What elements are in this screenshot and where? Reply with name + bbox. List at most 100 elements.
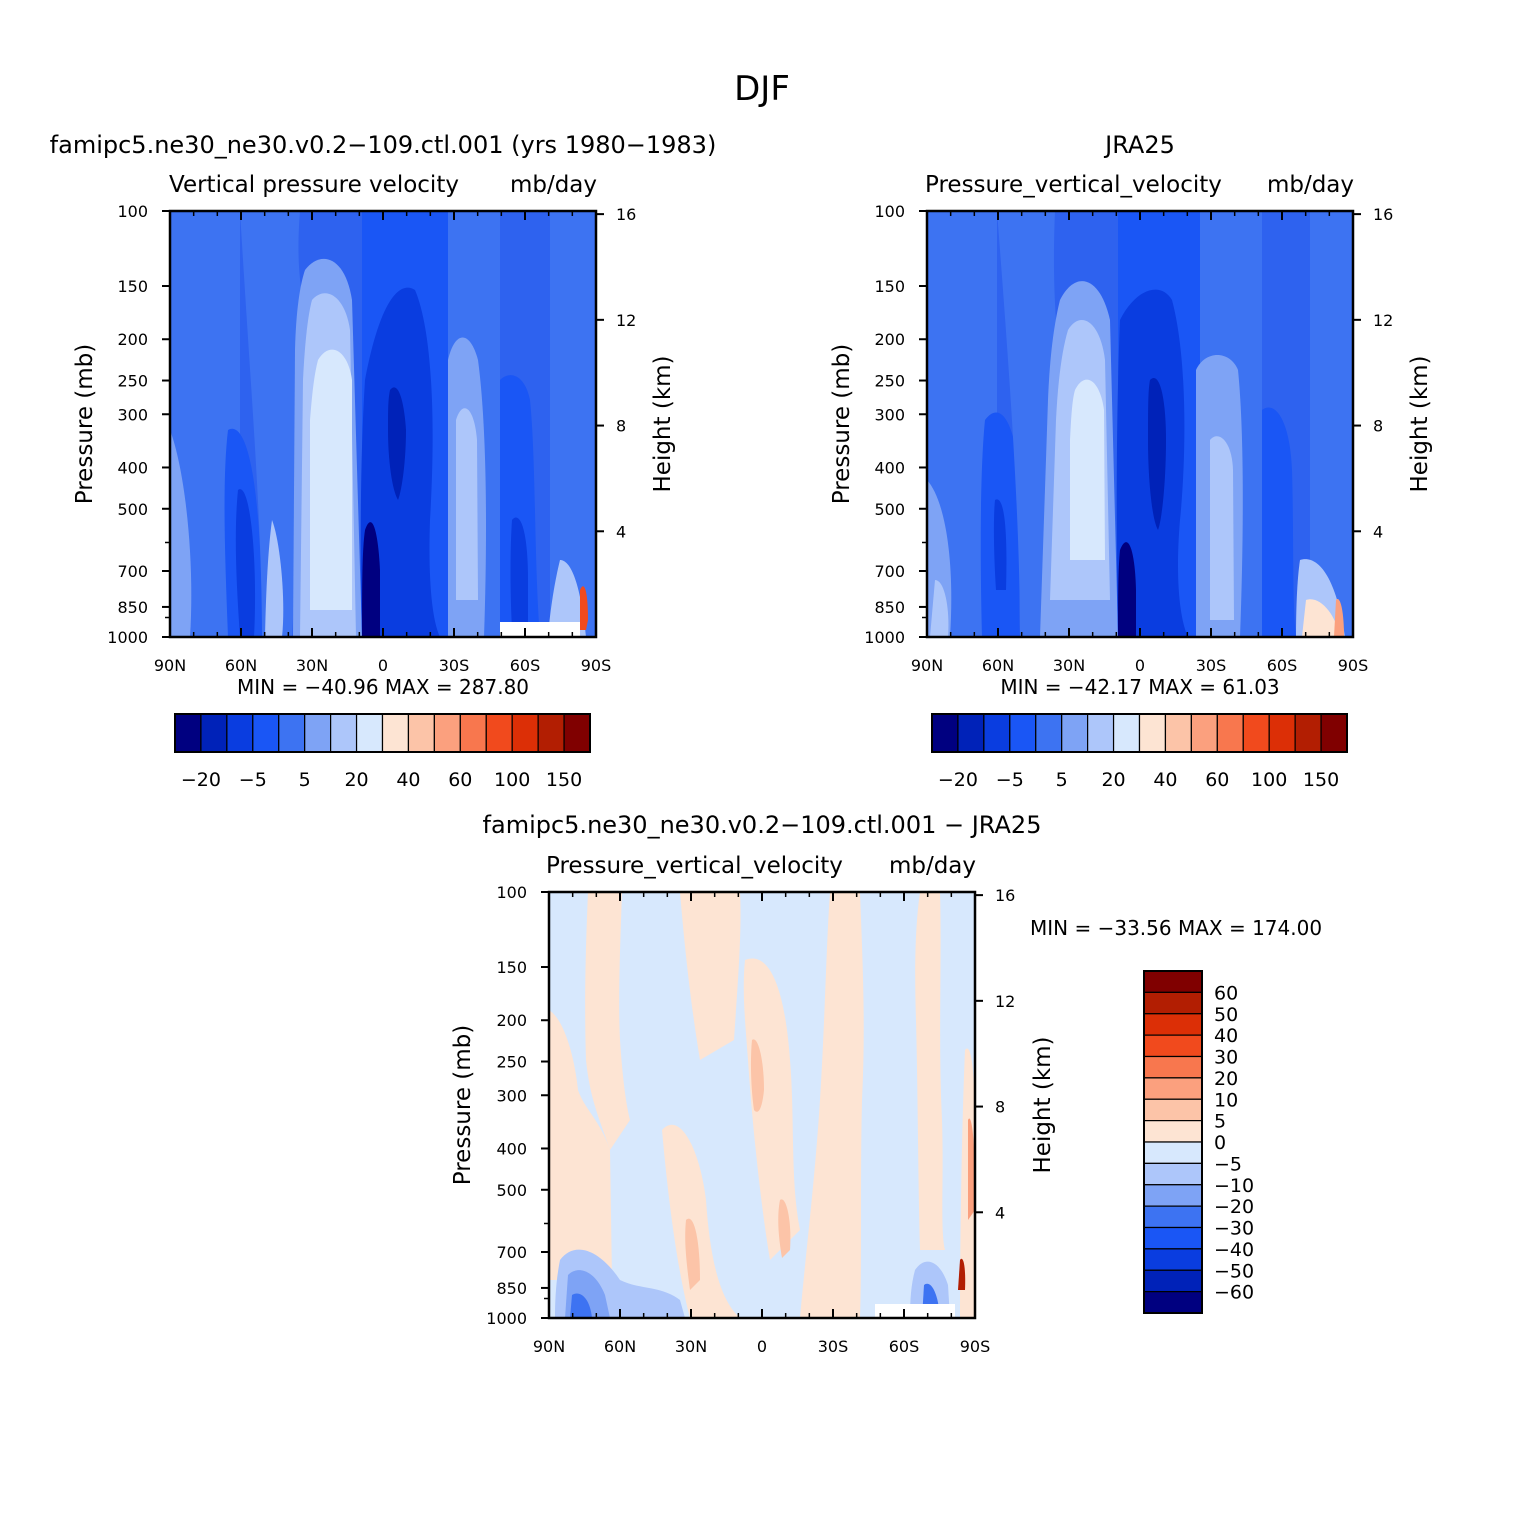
x-tick-label: 0 <box>378 656 388 675</box>
colorbar-label: −20 <box>181 769 221 791</box>
colorbar-label: 0 <box>1214 1132 1226 1154</box>
colorbar-box <box>485 713 513 753</box>
panel-diff-y2label: Height (km) <box>1030 1036 1056 1173</box>
y-tick-label: 700 <box>874 562 905 581</box>
contour-fill <box>662 1124 740 1318</box>
panel-diff-subtitle-right: mb/day <box>889 853 976 879</box>
colorbar-box <box>1143 1205 1203 1229</box>
x-tick-label: 60S <box>889 1337 920 1356</box>
figure-title: DJF <box>734 69 790 109</box>
colorbar-frame <box>174 713 591 753</box>
y-tick-label: 250 <box>117 372 148 391</box>
y-tick-label: 100 <box>496 883 527 902</box>
y-tick-label: 700 <box>496 1243 527 1262</box>
axes-diff: 100 150 200 250 300 400 500 700 850 1000 4 8 12 16 90N… <box>486 883 1015 1356</box>
colorbar-label: 30 <box>1214 1047 1238 1069</box>
contour-fill <box>960 1048 975 1318</box>
axes-model: 100 150 200 250 300 400 500 700 850 1000 4 8 12 16 90N… <box>107 202 636 675</box>
contour-fill <box>510 517 528 630</box>
y2-tick-label: 4 <box>1373 522 1383 541</box>
x-tick-label: 30S <box>818 1337 849 1356</box>
contour-fill <box>1302 599 1340 637</box>
colorbar-box <box>304 713 332 753</box>
colorbar-label: −60 <box>1214 1282 1254 1304</box>
panel-diff-title: famipc5.ne30_ne30.v0.2−109.ctl.001 − JRA… <box>483 811 1042 839</box>
contour-fill <box>388 387 406 500</box>
plot-area-obs <box>925 209 1355 639</box>
panel-model-minmax: MIN = −40.96 MAX = 287.80 <box>237 675 529 699</box>
y-tick-label: 200 <box>117 330 148 349</box>
x-tick-label: 0 <box>757 1337 767 1356</box>
y2-tick-label: 16 <box>995 886 1015 905</box>
x-tick-label: 90N <box>911 656 943 675</box>
colorbar-box <box>1143 970 1203 993</box>
colorbar-box <box>252 713 280 753</box>
contour-fill <box>1262 407 1296 637</box>
x-tick-label: 0 <box>1135 656 1145 675</box>
contour-fill <box>915 892 945 1250</box>
colorbar-box <box>1143 1248 1203 1271</box>
panel-obs-y2label: Height (km) <box>1407 355 1433 492</box>
x-tick-label: 30S <box>439 656 470 675</box>
contour-fill <box>310 349 352 610</box>
y2-tick-label: 12 <box>616 311 636 330</box>
x-tick-label: 60S <box>1267 656 1298 675</box>
panel-obs-title: JRA25 <box>1103 131 1175 159</box>
contour-fill <box>500 375 540 637</box>
colorbar-box <box>563 713 591 753</box>
contour-fill <box>750 1039 764 1112</box>
colorbar-model: −20 −5 5 20 40 60 100 150 <box>174 713 591 791</box>
contour-fill <box>580 586 588 630</box>
colorbar-box <box>983 713 1011 753</box>
panel-diff-ylabel: Pressure (mb) <box>450 1025 476 1185</box>
colorbar-box <box>1143 1141 1203 1164</box>
colorbar-box <box>1143 1034 1203 1058</box>
panel-obs: JRA25 Pressure_vertical_velocity mb/day <box>829 131 1433 791</box>
y2-tick-label: 4 <box>616 522 626 541</box>
colorbar-label: −5 <box>1214 1153 1242 1175</box>
colorbar-box <box>931 713 959 753</box>
colorbar-box <box>174 713 202 753</box>
colorbar-label: −5 <box>996 769 1024 791</box>
contour-fill <box>1148 378 1166 530</box>
colorbar-box <box>1143 1055 1203 1079</box>
contour-fill <box>548 560 586 637</box>
y-tick-label: 700 <box>117 562 148 581</box>
colorbar-box <box>330 713 358 753</box>
y-tick-label: 250 <box>874 372 905 391</box>
y-tick-label: 1000 <box>864 628 905 647</box>
colorbar-box <box>226 713 254 753</box>
panel-model: famipc5.ne30_ne30.v0.2−109.ctl.001 (yrs … <box>50 131 717 791</box>
colorbar-box <box>511 713 539 753</box>
colorbar-box <box>1242 713 1270 753</box>
contour-fill <box>958 1258 966 1290</box>
contour-fill <box>362 522 380 637</box>
y2-tick-label: 12 <box>995 992 1015 1011</box>
panel-obs-minmax: MIN = −42.17 MAX = 61.03 <box>1000 675 1279 699</box>
colorbar-box <box>1087 713 1115 753</box>
colorbar-box <box>1268 713 1296 753</box>
colorbar-box <box>1216 713 1244 753</box>
colorbar-label: 5 <box>1056 769 1068 791</box>
x-tick-label: 90S <box>960 1337 991 1356</box>
contour-fill <box>235 489 256 637</box>
y2-tick-label: 16 <box>616 205 636 224</box>
colorbar-box <box>459 713 487 753</box>
colorbar-box <box>1143 1184 1203 1207</box>
panel-diff: famipc5.ne30_ne30.v0.2−109.ctl.001 − JRA… <box>450 811 1322 1356</box>
colorbar-box <box>1061 713 1089 753</box>
colorbar-label: 10 <box>1214 1089 1238 1111</box>
colorbar-box <box>1143 1226 1203 1250</box>
contour-fill <box>778 1199 791 1258</box>
x-tick-label: 60N <box>225 656 257 675</box>
x-tick-label: 30N <box>1053 656 1085 675</box>
plot-area-diff <box>547 890 977 1320</box>
colorbar-box <box>957 713 985 753</box>
colorbar-box <box>200 713 228 753</box>
colorbar-box <box>1143 1120 1203 1143</box>
y2-tick-label: 8 <box>995 1098 1005 1117</box>
y-tick-label: 150 <box>496 958 527 977</box>
contour-fill <box>456 408 478 600</box>
plot-area-model <box>168 209 598 639</box>
colorbar-box <box>433 713 461 753</box>
